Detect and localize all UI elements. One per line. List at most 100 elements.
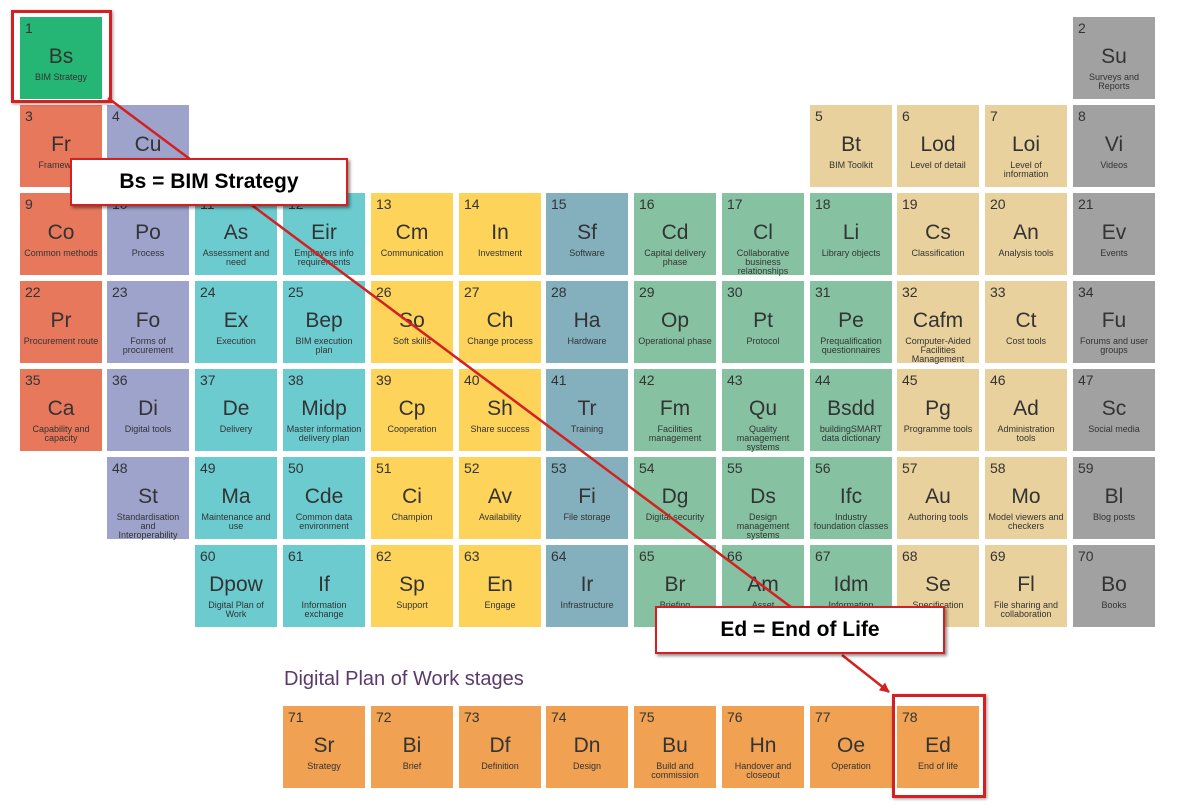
element-cell-bi[interactable]: 72 Bi Brief: [371, 706, 453, 788]
element-cell-cd[interactable]: 16 Cd Capital delivery phase: [634, 193, 716, 275]
element-cell-su[interactable]: 2 Su Surveys and Reports: [1073, 17, 1155, 99]
element-cell-cde[interactable]: 50 Cde Common data environment: [283, 457, 365, 539]
element-number: 2: [1078, 20, 1086, 36]
element-symbol: Pr: [50, 309, 72, 332]
element-cell-eir[interactable]: 12EirEmployers info requirements: [283, 193, 365, 275]
element-symbol: Ex: [223, 309, 249, 332]
element-symbol: Oe: [836, 734, 865, 757]
element-cell-op[interactable]: 29 Op Operational phase: [634, 281, 716, 363]
element-cell-midp[interactable]: 38 Midp Master information delivery plan: [283, 369, 365, 451]
element-cell-cs[interactable]: 19 Cs Classification: [897, 193, 979, 275]
element-cell-cp[interactable]: 39 Cp Cooperation: [371, 369, 453, 451]
element-name: Digital Plan of Work: [208, 600, 264, 619]
element-cell-po[interactable]: 10PoProcess: [107, 193, 189, 275]
element-cell-dpow[interactable]: 60 Dpow Digital Plan of Work: [195, 545, 277, 627]
element-number: 59: [1078, 460, 1094, 476]
element-number: 36: [112, 372, 128, 388]
element-number: 31: [815, 284, 831, 300]
element-cell-as[interactable]: 11AsAssessment and need: [195, 193, 277, 275]
element-cell-bl[interactable]: 59 Bl Blog posts: [1073, 457, 1155, 539]
element-name: Classification: [911, 248, 965, 258]
element-cell-li[interactable]: 18 Li Library objects: [810, 193, 892, 275]
element-cell-sp[interactable]: 62 Sp Support: [371, 545, 453, 627]
element-cell-ha[interactable]: 28 Ha Hardware: [546, 281, 628, 363]
element-cell-ct[interactable]: 33 Ct Cost tools: [985, 281, 1067, 363]
element-cell-en[interactable]: 63 En Engage: [459, 545, 541, 627]
element-cell-mo[interactable]: 58 Mo Model viewers and checkers: [985, 457, 1067, 539]
element-cell-av[interactable]: 52 Av Availability: [459, 457, 541, 539]
element-number: 35: [25, 372, 41, 388]
element-name: Employers info requirements: [294, 248, 354, 267]
element-cell-tr[interactable]: 41 Tr Training: [546, 369, 628, 451]
element-cell-de[interactable]: 37 De Delivery: [195, 369, 277, 451]
element-cell-pr[interactable]: 22 Pr Procurement route: [20, 281, 102, 363]
element-name: Videos: [1100, 160, 1128, 170]
element-cell-sc[interactable]: 47 Sc Social media: [1073, 369, 1155, 451]
element-name: Operation: [831, 761, 871, 771]
element-cell-ci[interactable]: 51 Ci Champion: [371, 457, 453, 539]
element-symbol: Vi: [1104, 133, 1124, 156]
element-cell-cafm[interactable]: 32 Cafm Computer-Aided Facilities Manageme…: [897, 281, 979, 364]
element-cell-loi[interactable]: 7 Loi Level of information: [985, 105, 1067, 187]
element-cell-sr[interactable]: 71 Sr Strategy: [283, 706, 365, 788]
element-cell-ev[interactable]: 21 Ev Events: [1073, 193, 1155, 275]
element-cell-if[interactable]: 61 If Information exchange: [283, 545, 365, 627]
element-cell-co[interactable]: 9 Co Common methods: [20, 193, 102, 275]
element-cell-pt[interactable]: 30 Pt Protocol: [722, 281, 804, 363]
element-cell-an[interactable]: 20 An Analysis tools: [985, 193, 1067, 275]
element-cell-bo[interactable]: 70 Bo Books: [1073, 545, 1155, 627]
element-cell-ma[interactable]: 49 Ma Maintenance and use: [195, 457, 277, 539]
stages-title: Digital Plan of Work stages: [284, 668, 524, 690]
element-cell-ca[interactable]: 35 Ca Capability and capacity: [20, 369, 102, 451]
element-cell-ch[interactable]: 27 Ch Change process: [459, 281, 541, 363]
element-cell-ifc[interactable]: 56 Ifc Industry foundation classes: [810, 457, 892, 539]
element-name: Level of information: [1003, 160, 1049, 179]
element-cell-bep[interactable]: 25 Bep BIM execution plan: [283, 281, 365, 363]
element-cell-au[interactable]: 57 Au Authoring tools: [897, 457, 979, 539]
element-cell-bt[interactable]: 5 Bt BIM Toolkit: [810, 105, 892, 187]
element-name: File storage: [563, 512, 611, 522]
element-cell-so[interactable]: 26 So Soft skills: [371, 281, 453, 363]
element-cell-ir[interactable]: 64 Ir Infrastructure: [546, 545, 628, 627]
element-cell-ed[interactable]: 78 Ed End of life: [897, 706, 979, 788]
element-cell-in[interactable]: 14 In Investment: [459, 193, 541, 275]
element-cell-cl[interactable]: 17 Cl Collaborative business relationships: [722, 193, 804, 276]
element-cell-bsdd[interactable]: 44 Bsdd buildingSMART data dictionary: [810, 369, 892, 451]
element-number: 43: [727, 372, 743, 388]
element-cell-vi[interactable]: 8 Vi Videos: [1073, 105, 1155, 187]
element-cell-pg[interactable]: 45 Pg Programme tools: [897, 369, 979, 451]
element-symbol: Po: [135, 221, 161, 244]
element-cell-fu[interactable]: 34 Fu Forums and user groups: [1073, 281, 1155, 363]
element-cell-st[interactable]: 48 St Standardisation and Interoperability: [107, 457, 189, 540]
element-symbol: Av: [487, 485, 513, 508]
element-cell-dg[interactable]: 54 Dg Digital security: [634, 457, 716, 539]
element-number: 3: [25, 108, 33, 124]
element-cell-ex[interactable]: 24 Ex Execution: [195, 281, 277, 363]
element-cell-cm[interactable]: 13 Cm Communication: [371, 193, 453, 275]
element-cell-fm[interactable]: 42 Fm Facilities management: [634, 369, 716, 451]
element-cell-fi[interactable]: 53 Fi File storage: [546, 457, 628, 539]
element-cell-ds[interactable]: 55 Ds Design management systems: [722, 457, 804, 540]
element-cell-dn[interactable]: 74 Dn Design: [546, 706, 628, 788]
element-symbol: Sr: [313, 734, 335, 757]
element-cell-oe[interactable]: 77 Oe Operation: [810, 706, 892, 788]
element-name: Assessment and need: [202, 248, 270, 267]
element-cell-bs[interactable]: 1 Bs BIM Strategy: [20, 17, 102, 99]
element-cell-qu[interactable]: 43 Qu Quality management systems: [722, 369, 804, 452]
element-cell-df[interactable]: 73 Df Definition: [459, 706, 541, 788]
element-cell-di[interactable]: 36 Di Digital tools: [107, 369, 189, 451]
element-symbol: Li: [842, 221, 860, 244]
element-symbol: Dg: [661, 485, 689, 508]
element-cell-hn[interactable]: 76 Hn Handover and closeout: [722, 706, 804, 788]
element-symbol: Cl: [753, 221, 773, 244]
element-number: 53: [551, 460, 567, 476]
element-number: 64: [551, 548, 567, 564]
element-symbol: Ma: [221, 485, 251, 508]
element-cell-lod[interactable]: 6 Lod Level of detail: [897, 105, 979, 187]
element-cell-ad[interactable]: 46 Ad Administration tools: [985, 369, 1067, 451]
element-cell-pe[interactable]: 31 Pe Prequalification questionnaires: [810, 281, 892, 363]
element-cell-bu[interactable]: 75 Bu Build and commission: [634, 706, 716, 788]
element-cell-fl[interactable]: 69 Fl File sharing and collaboration: [985, 545, 1067, 627]
element-cell-sf[interactable]: 15 Sf Software: [546, 193, 628, 275]
element-cell-fo[interactable]: 23 Fo Forms of procurement: [107, 281, 189, 363]
